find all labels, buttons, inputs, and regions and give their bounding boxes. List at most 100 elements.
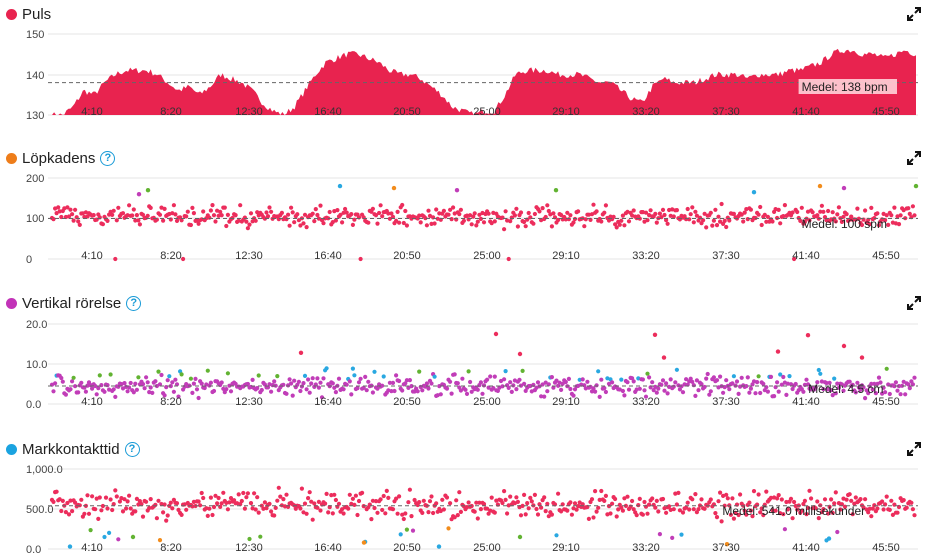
data-point bbox=[889, 213, 894, 218]
question-circle-icon[interactable]: ? bbox=[124, 441, 140, 457]
data-point bbox=[424, 223, 429, 228]
outlier-point bbox=[553, 188, 559, 193]
data-point bbox=[576, 209, 581, 214]
cadence-chart: 200 100 0 4:10 8:20 12:30 16:40 20:50 25:00 29:10… bbox=[26, 173, 919, 266]
data-point bbox=[688, 212, 693, 217]
data-point bbox=[105, 218, 110, 223]
data-point bbox=[290, 393, 295, 398]
average-label: Medel: 100 spm bbox=[802, 217, 887, 231]
data-point bbox=[693, 393, 698, 398]
expand-arrows-icon[interactable] bbox=[907, 442, 921, 456]
data-point bbox=[228, 496, 234, 501]
data-point bbox=[423, 216, 428, 221]
data-point bbox=[597, 394, 602, 399]
data-point bbox=[276, 217, 281, 222]
data-point bbox=[82, 385, 87, 390]
data-point bbox=[790, 210, 795, 215]
data-point bbox=[477, 500, 482, 505]
data-point bbox=[517, 377, 522, 382]
data-point bbox=[170, 506, 175, 511]
data-point bbox=[316, 216, 321, 221]
data-point bbox=[390, 380, 396, 385]
data-point bbox=[651, 388, 656, 393]
x-tick-label: 8:20 bbox=[160, 396, 181, 408]
data-point bbox=[77, 222, 82, 227]
data-point bbox=[835, 529, 840, 535]
data-point bbox=[420, 510, 425, 515]
outlier-point bbox=[661, 355, 667, 360]
data-point bbox=[224, 223, 229, 229]
data-point bbox=[290, 210, 295, 215]
data-point bbox=[323, 501, 328, 506]
data-point bbox=[190, 390, 195, 395]
data-point bbox=[744, 512, 749, 517]
x-tick-label: 37:30 bbox=[712, 396, 740, 408]
data-point bbox=[724, 378, 729, 383]
data-point bbox=[204, 506, 209, 511]
data-point bbox=[745, 217, 750, 222]
data-point bbox=[523, 388, 528, 393]
data-point bbox=[93, 383, 98, 389]
data-point bbox=[531, 221, 536, 226]
data-point bbox=[829, 497, 834, 502]
data-point bbox=[680, 390, 686, 395]
data-point bbox=[140, 382, 146, 387]
data-point bbox=[724, 492, 729, 497]
data-point bbox=[93, 507, 98, 512]
data-point bbox=[594, 209, 599, 214]
data-point bbox=[404, 378, 409, 383]
outlier-point bbox=[298, 350, 304, 355]
data-point bbox=[292, 378, 297, 383]
data-point bbox=[420, 388, 425, 393]
outlier-point bbox=[337, 183, 343, 189]
expand-arrows-icon[interactable] bbox=[907, 151, 921, 165]
data-point bbox=[85, 383, 90, 388]
data-point bbox=[377, 210, 382, 216]
data-point bbox=[96, 386, 101, 391]
data-point bbox=[620, 213, 626, 218]
x-tick-label: 8:20 bbox=[160, 106, 181, 118]
data-point bbox=[403, 511, 408, 516]
data-point bbox=[636, 503, 641, 508]
data-point bbox=[795, 507, 800, 512]
data-point bbox=[51, 217, 56, 222]
data-point bbox=[599, 488, 604, 494]
data-point bbox=[63, 392, 68, 397]
data-point bbox=[804, 377, 809, 382]
data-point bbox=[500, 500, 505, 506]
data-point bbox=[380, 214, 385, 219]
data-point bbox=[145, 213, 150, 218]
data-point bbox=[744, 384, 749, 389]
data-point bbox=[861, 505, 866, 510]
data-point bbox=[201, 209, 206, 214]
expand-arrows-icon[interactable] bbox=[907, 296, 921, 310]
data-point bbox=[458, 388, 463, 393]
data-point bbox=[809, 496, 814, 501]
data-point bbox=[830, 210, 835, 215]
data-point bbox=[432, 221, 437, 226]
data-point bbox=[394, 373, 399, 378]
data-point bbox=[66, 512, 72, 517]
data-point bbox=[122, 381, 127, 386]
data-point bbox=[241, 490, 246, 496]
data-point bbox=[778, 372, 783, 377]
data-point bbox=[488, 374, 493, 379]
data-point bbox=[818, 209, 823, 214]
data-point bbox=[335, 208, 340, 213]
data-point bbox=[711, 218, 717, 223]
question-circle-icon[interactable]: ? bbox=[100, 150, 116, 166]
data-point bbox=[307, 390, 312, 395]
data-point bbox=[546, 514, 551, 519]
expand-arrows-icon[interactable] bbox=[907, 7, 921, 21]
data-point bbox=[526, 210, 531, 216]
data-point bbox=[199, 490, 204, 496]
data-point bbox=[247, 222, 252, 227]
x-tick-label: 25:00 bbox=[473, 106, 501, 118]
data-point bbox=[556, 491, 561, 496]
data-point bbox=[455, 513, 460, 518]
question-circle-icon[interactable]: ? bbox=[126, 295, 142, 311]
data-point bbox=[306, 496, 311, 501]
data-point bbox=[210, 203, 215, 208]
data-point bbox=[747, 500, 752, 505]
data-point bbox=[805, 382, 811, 387]
